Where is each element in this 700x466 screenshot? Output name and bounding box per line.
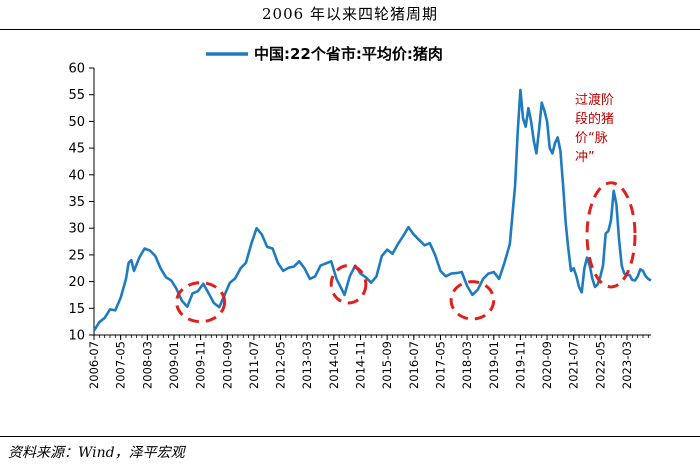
x-tick-label: 2009-11 [194,341,208,389]
y-tick-label: 60 [68,62,85,77]
x-tick-label: 2021-07 [567,341,581,389]
x-tick-label: 2010-09 [220,341,234,389]
x-axis-ticks: 2006-07 2007-05 2008-03 2009-01 2009-11 2010-… [87,335,649,389]
x-tick-label: 2017-05 [433,341,447,389]
x-tick-label: 2007-05 [114,341,128,389]
series-line [92,88,652,332]
y-tick-label: 40 [68,168,85,183]
y-tick-label: 30 [68,222,85,237]
x-tick-label: 2011-07 [247,341,261,389]
annotation-text-line: 过渡阶 [575,92,614,108]
y-tick-label: 20 [68,275,85,290]
trough-ellipse [449,280,496,321]
series-layer [92,88,652,332]
x-tick-label: 2023-03 [620,341,634,389]
y-axis-ticks: 10 15 20 25 30 35 40 45 50 55 60 [68,62,94,344]
x-tick-label: 2006-07 [87,341,101,389]
y-tick-label: 10 [68,329,85,344]
x-tick-label: 2019-01 [487,341,501,389]
x-tick-label: 2012-05 [274,341,288,389]
x-tick-label: 2016-07 [407,341,421,389]
y-tick-label: 45 [68,142,85,157]
annotation-text-line: 价“脉 [575,131,608,146]
legend-label: 中国:22个省市:平均价:猪肉 [254,45,443,63]
x-tick-label: 2013-03 [300,341,314,389]
x-tick-label: 2009-01 [167,341,181,389]
trough-ellipse [175,281,227,324]
x-tick-label: 2019-11 [513,341,527,389]
annotation-text-line: 冲” [575,150,595,165]
trough-ellipse [329,264,368,305]
x-tick-label: 2014-11 [354,341,368,389]
x-tick-label: 2020-09 [540,341,554,389]
ellipse-layer [175,181,637,324]
x-tick-label: 2014-01 [327,341,341,389]
x-tick-label: 2022-05 [593,341,607,389]
y-tick-label: 15 [68,302,85,317]
x-tick-label: 2018-03 [460,341,474,389]
y-tick-label: 55 [68,88,85,103]
annotation-text-line: 段的猪 [575,111,614,127]
pulse-ellipse [585,181,637,289]
legend: 中国:22个省市:平均价:猪肉 [206,45,443,63]
x-tick-label: 2008-03 [140,341,154,389]
top-divider [0,29,700,30]
chart-title: 2006 年以来四轮猪周期 [262,5,438,23]
y-tick-label: 35 [68,195,85,210]
source-note: 资料来源：Wind，泽平宏观 [8,445,185,461]
x-tick-label: 2015-09 [380,341,394,389]
y-tick-label: 25 [68,248,85,263]
bottom-divider [0,436,700,437]
y-tick-label: 50 [68,115,85,130]
